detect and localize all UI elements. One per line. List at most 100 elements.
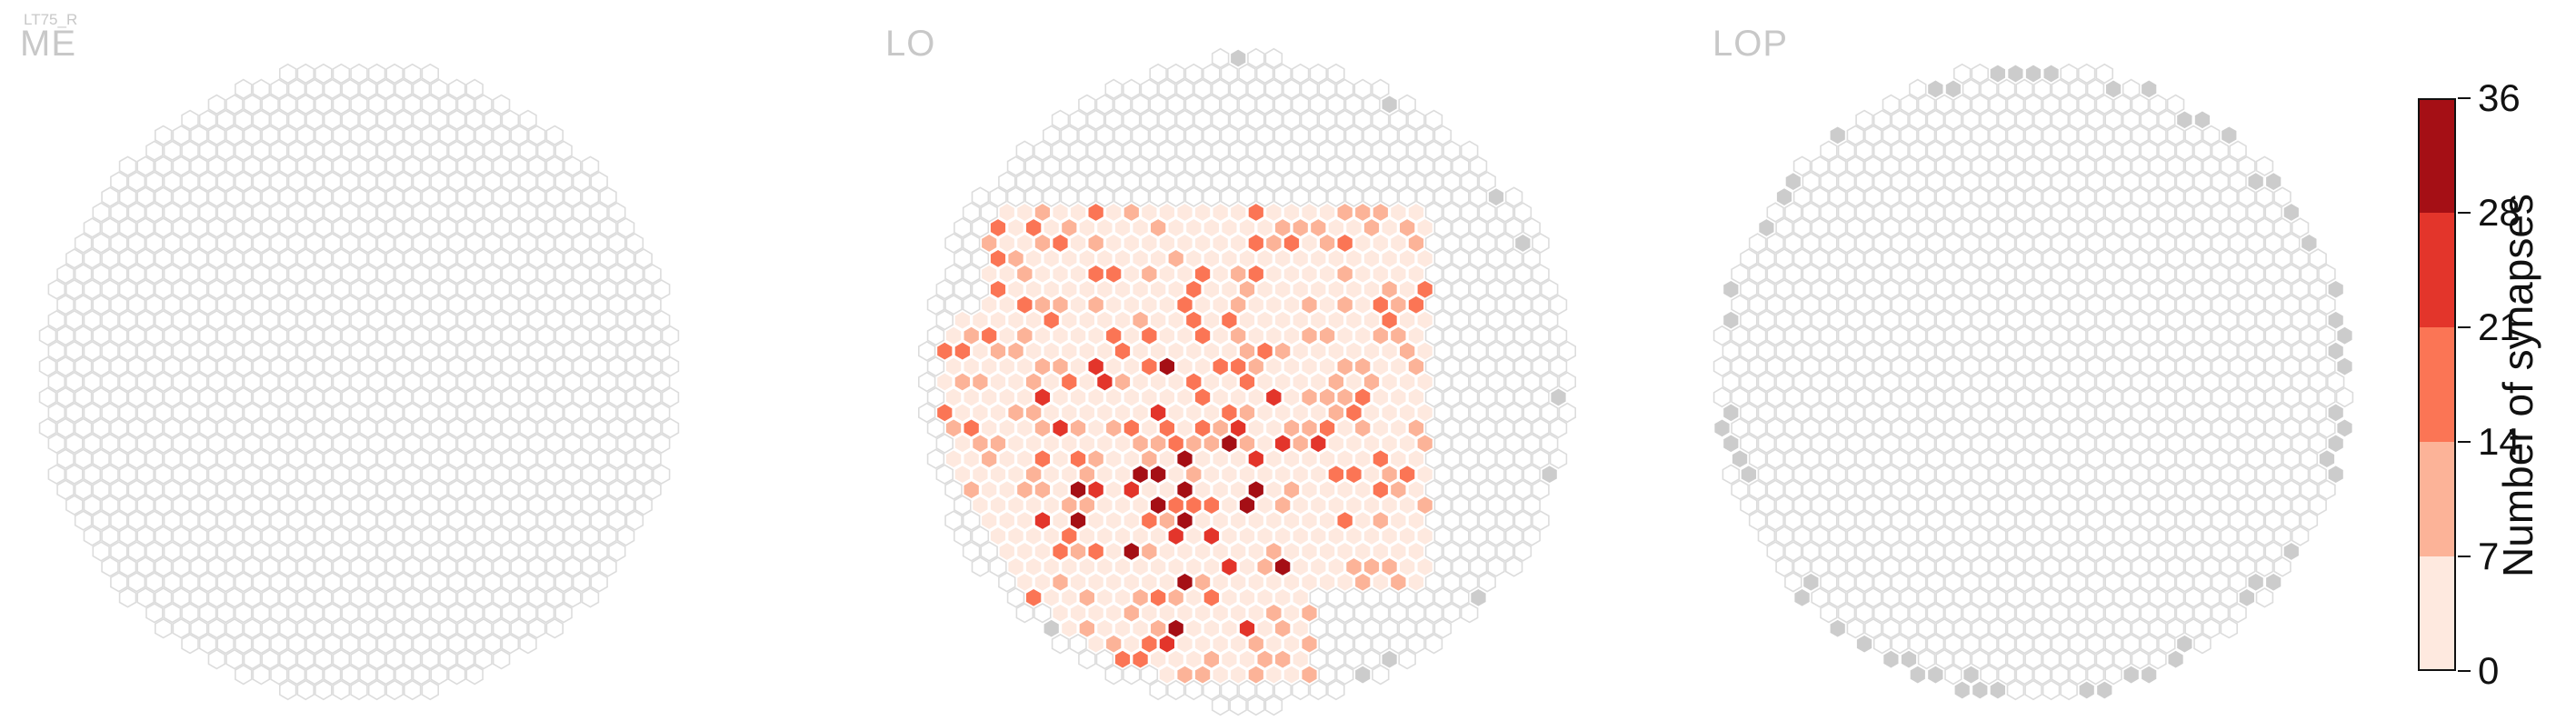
hex-column [145,264,164,285]
hex-column [1712,417,1732,439]
hex-column [118,309,137,331]
hex-column [1837,479,1856,500]
hex-column [1300,448,1319,469]
hex-column [1051,140,1070,161]
hex-column [225,186,244,207]
hex-column [1363,186,1381,207]
hex-column [181,633,199,655]
hex-column [1095,309,1114,331]
hex-column [1158,448,1176,469]
hex-column [270,233,288,254]
hex-column [350,186,368,207]
hex-column [1926,202,1945,223]
hex-column [2309,433,2327,455]
hex-column [2166,94,2185,115]
hex-column [403,648,422,670]
hex-column [1891,510,1909,531]
hex-column [198,140,217,161]
hex-column [1997,355,2016,377]
hex-column [1113,464,1132,485]
hex-column [1882,279,1901,300]
hex-column [954,526,972,546]
hex-column [1273,433,1292,455]
hex-column [917,371,936,393]
hex-column [2166,155,2185,176]
hex-column [2273,186,2291,207]
hex-column [519,386,537,408]
hex-column [1060,556,1078,577]
hex-column [2184,340,2202,362]
hex-column [1872,603,1892,624]
hex-column [216,510,235,531]
hex-column [1962,386,1981,408]
hex-column [2122,417,2141,439]
hex-column [1318,171,1336,192]
hex-column [474,309,493,331]
hex-column [1006,587,1025,608]
hex-column [136,217,155,238]
hex-column [1997,386,2016,408]
hex-column [1872,541,1892,562]
hex-column [1443,386,1461,408]
hex-column [1220,63,1239,85]
hex-column [332,63,351,85]
hex-column [1775,526,1793,546]
hex-column [2220,402,2239,424]
hex-column [136,155,155,176]
hex-column [430,109,448,131]
hex-column [261,186,279,207]
hex-column [2051,541,2070,562]
hex-column [1917,617,1936,639]
hex-column [1997,325,2016,346]
hex-column [1104,294,1123,315]
hex-column [1380,309,1399,331]
hex-column [2113,433,2132,455]
hex-column [1452,587,1470,608]
hex-column [1211,664,1230,686]
hex-column [1363,617,1381,639]
hex-column [2051,355,2070,377]
hex-column [190,587,208,608]
hex-column [1469,155,1488,176]
hex-column [501,294,520,315]
hex-column [989,186,1007,207]
hex-column [2077,125,2096,146]
hex-column [474,340,493,362]
hex-column [278,587,297,608]
hex-column [1123,479,1141,500]
hex-column [1166,279,1185,300]
hex-column [998,417,1016,439]
hex-column [2113,648,2132,670]
hex-column [456,279,475,300]
hex-column [2184,248,2202,269]
hex-column [1193,78,1212,100]
hex-column [1962,233,1981,254]
hex-column [1460,510,1479,531]
hex-column [2069,510,2087,531]
hex-column [1891,171,1909,192]
hex-column [2015,572,2033,593]
hex-column [1980,664,1998,686]
colorbar-tick [2458,670,2471,672]
hex-column [385,279,404,300]
hex-column [412,664,431,686]
hex-column [2193,355,2212,377]
hex-column [163,448,182,469]
hex-column [207,402,226,424]
hex-column [2015,202,2033,223]
hex-column [1033,355,1052,377]
hex-column [1123,417,1141,439]
hex-column [590,448,608,469]
hex-column [1015,510,1034,531]
hex-column [261,340,279,362]
hex-column [1935,556,1953,577]
hex-column [474,155,493,176]
hex-column [1731,264,1749,285]
hex-column [2060,217,2078,238]
hex-column [332,340,351,362]
hex-column [287,109,306,131]
hex-column [2015,233,2033,254]
hex-column [1971,495,1990,516]
hex-column [1184,371,1203,393]
hex-column [394,109,413,131]
